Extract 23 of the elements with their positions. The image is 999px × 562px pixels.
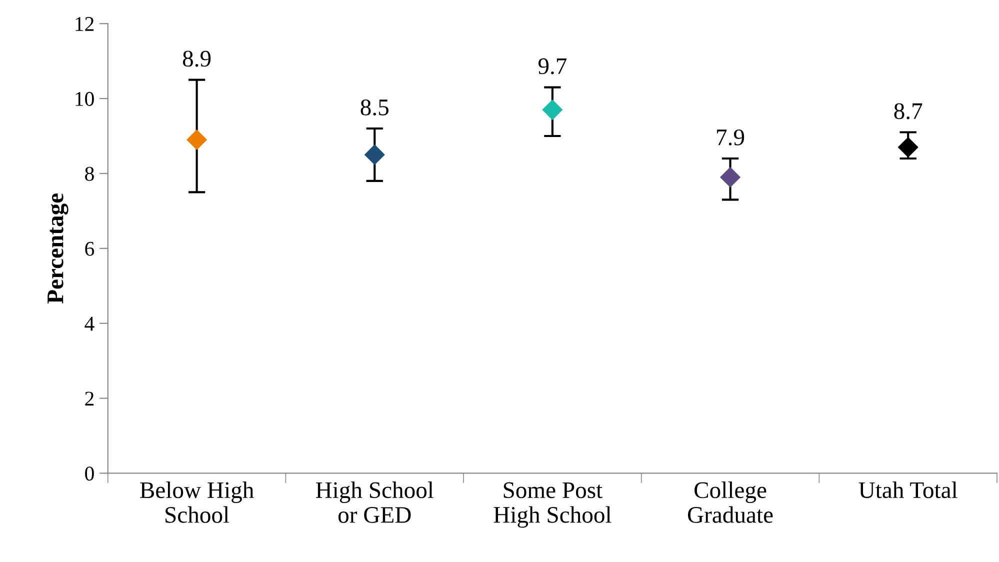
y-tick-label: 12 bbox=[76, 17, 94, 31]
data-label: 8.7 bbox=[894, 103, 922, 120]
point bbox=[186, 129, 208, 150]
data-label: 9.7 bbox=[538, 58, 567, 74]
y-tick-label: 6 bbox=[85, 242, 94, 256]
data-label: 8.9 bbox=[182, 50, 211, 67]
point bbox=[720, 166, 741, 188]
y-tick-label: 8 bbox=[85, 166, 94, 181]
y-tick-label: 10 bbox=[76, 92, 94, 106]
x-tick-label: High School or GED bbox=[316, 482, 434, 523]
x-tick-label: Utah Total bbox=[858, 482, 958, 498]
y-axis-title: Percentage bbox=[48, 194, 68, 304]
x-tick-label: College Graduate bbox=[688, 482, 773, 523]
point bbox=[898, 136, 918, 158]
point bbox=[542, 99, 563, 120]
y-tick-label: 4 bbox=[84, 316, 94, 331]
point bbox=[364, 144, 385, 166]
x-tick-label: Some Post High School bbox=[494, 482, 612, 528]
data-label: 8.5 bbox=[360, 99, 388, 116]
y-tick-label: 0 bbox=[85, 466, 94, 481]
y-tick-label: 2 bbox=[85, 392, 94, 406]
x-tick-label: Below High School bbox=[140, 482, 254, 523]
data-label: 7.9 bbox=[717, 129, 744, 146]
